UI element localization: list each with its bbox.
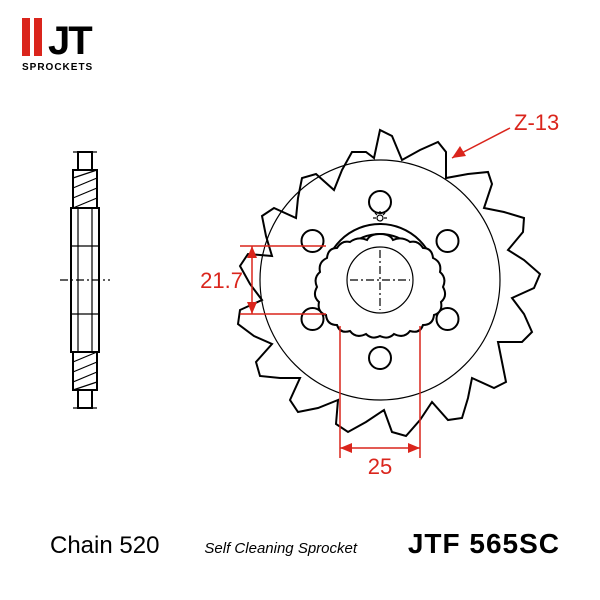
bottom-label-row: Chain 520 Self Cleaning Sprocket JTF 565… bbox=[0, 528, 600, 560]
chain-label: Chain 520 bbox=[50, 532, 159, 560]
dim-vertical-value: 21.7 bbox=[200, 268, 243, 293]
technical-drawing: 21.7 25 Z-13 bbox=[0, 0, 600, 600]
part-number-label: JTF 565SC bbox=[408, 528, 560, 560]
dim-horizontal-value: 25 bbox=[368, 454, 392, 479]
subtitle-label: Self Cleaning Sprocket bbox=[204, 540, 357, 557]
dim-callout-value: Z-13 bbox=[514, 110, 559, 135]
side-profile-view bbox=[60, 152, 110, 408]
sprocket-front-view bbox=[238, 130, 540, 436]
